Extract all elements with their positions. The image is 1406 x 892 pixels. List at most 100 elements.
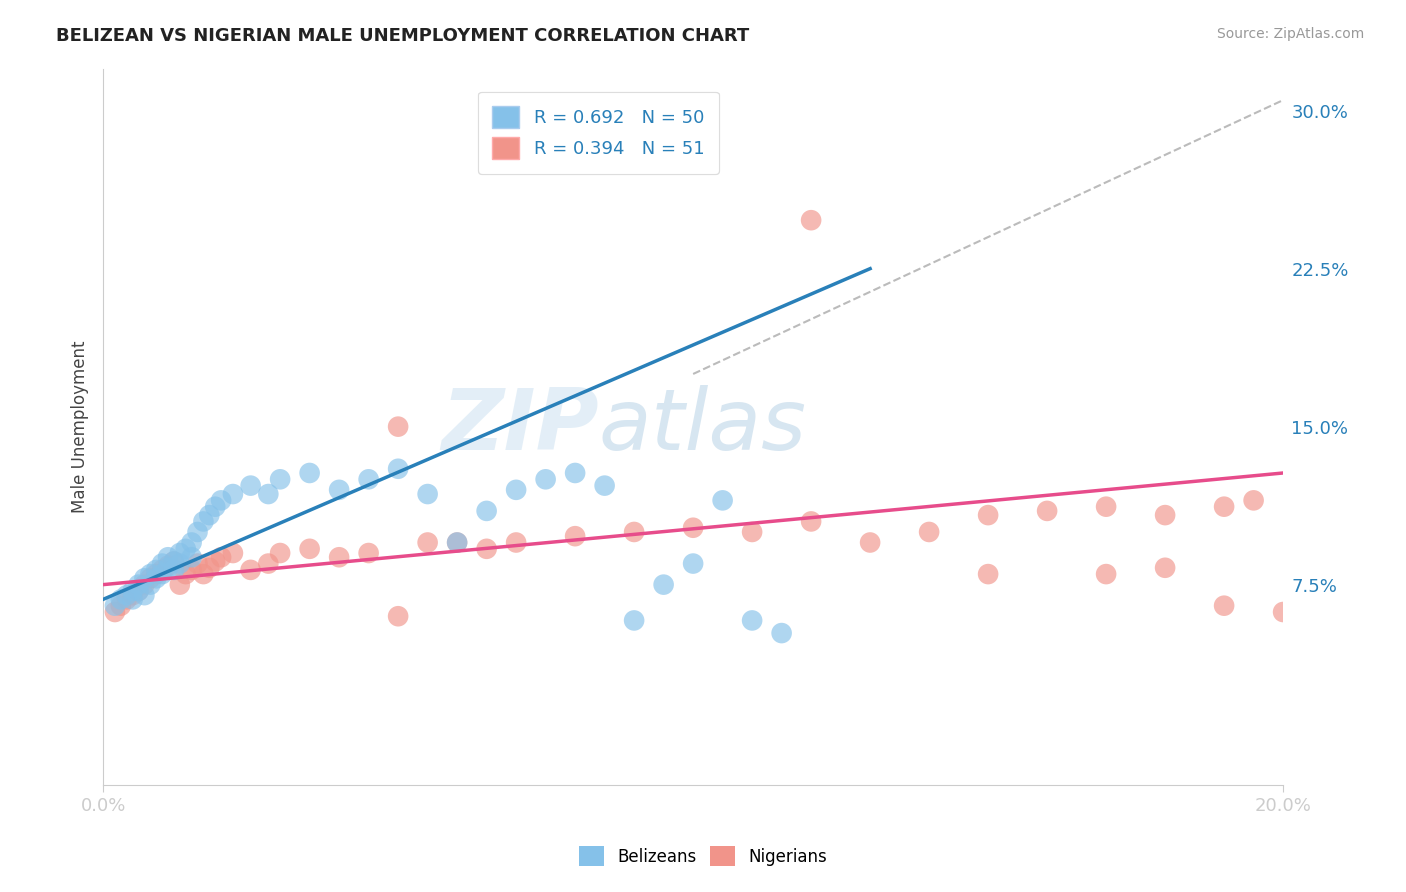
Point bbox=[741, 524, 763, 539]
Point bbox=[180, 535, 202, 549]
Point bbox=[157, 561, 180, 575]
Point bbox=[121, 588, 143, 602]
Point bbox=[121, 583, 143, 598]
Point bbox=[121, 592, 143, 607]
Point bbox=[446, 535, 468, 549]
Point bbox=[1095, 567, 1118, 582]
Point bbox=[169, 577, 191, 591]
Point bbox=[1213, 500, 1236, 514]
Point bbox=[104, 605, 127, 619]
Point bbox=[257, 557, 280, 571]
Point bbox=[104, 599, 127, 613]
Point bbox=[163, 554, 186, 568]
Point bbox=[1154, 508, 1177, 522]
Point bbox=[169, 557, 191, 571]
Point bbox=[682, 557, 704, 571]
Point bbox=[1154, 561, 1177, 575]
Point bbox=[193, 515, 215, 529]
Point bbox=[475, 504, 498, 518]
Point bbox=[134, 571, 156, 585]
Point bbox=[298, 466, 321, 480]
Point bbox=[134, 577, 156, 591]
Point bbox=[193, 567, 215, 582]
Point bbox=[169, 546, 191, 560]
Point bbox=[328, 550, 350, 565]
Point bbox=[1095, 500, 1118, 514]
Legend: Belizeans, Nigerians: Belizeans, Nigerians bbox=[571, 838, 835, 875]
Point bbox=[115, 592, 138, 607]
Point bbox=[204, 500, 226, 514]
Point bbox=[174, 567, 197, 582]
Point bbox=[174, 541, 197, 556]
Point bbox=[770, 626, 793, 640]
Point bbox=[387, 462, 409, 476]
Point bbox=[145, 563, 167, 577]
Point bbox=[1243, 493, 1265, 508]
Point bbox=[157, 550, 180, 565]
Point bbox=[534, 472, 557, 486]
Point bbox=[623, 614, 645, 628]
Point bbox=[269, 472, 291, 486]
Point bbox=[298, 541, 321, 556]
Point bbox=[198, 508, 221, 522]
Point bbox=[800, 515, 823, 529]
Point bbox=[209, 550, 232, 565]
Point bbox=[128, 583, 150, 598]
Point bbox=[150, 563, 173, 577]
Point bbox=[128, 583, 150, 598]
Point bbox=[711, 493, 734, 508]
Point bbox=[357, 472, 380, 486]
Point bbox=[682, 521, 704, 535]
Point bbox=[115, 588, 138, 602]
Point bbox=[209, 493, 232, 508]
Point bbox=[505, 483, 527, 497]
Point bbox=[859, 535, 882, 549]
Point bbox=[564, 529, 586, 543]
Point bbox=[186, 524, 208, 539]
Point bbox=[128, 577, 150, 591]
Point bbox=[157, 558, 180, 573]
Point bbox=[186, 557, 208, 571]
Point bbox=[387, 609, 409, 624]
Point bbox=[239, 478, 262, 492]
Point bbox=[163, 563, 186, 577]
Point bbox=[239, 563, 262, 577]
Point bbox=[593, 478, 616, 492]
Point bbox=[564, 466, 586, 480]
Point bbox=[145, 571, 167, 585]
Point bbox=[134, 588, 156, 602]
Text: atlas: atlas bbox=[599, 385, 807, 468]
Y-axis label: Male Unemployment: Male Unemployment bbox=[72, 341, 89, 513]
Point bbox=[269, 546, 291, 560]
Text: BELIZEAN VS NIGERIAN MALE UNEMPLOYMENT CORRELATION CHART: BELIZEAN VS NIGERIAN MALE UNEMPLOYMENT C… bbox=[56, 27, 749, 45]
Point bbox=[1036, 504, 1059, 518]
Point bbox=[198, 561, 221, 575]
Point bbox=[475, 541, 498, 556]
Point bbox=[139, 567, 162, 582]
Point bbox=[977, 508, 1000, 522]
Point bbox=[387, 419, 409, 434]
Point bbox=[180, 550, 202, 565]
Point bbox=[416, 535, 439, 549]
Point bbox=[623, 524, 645, 539]
Point bbox=[204, 554, 226, 568]
Point bbox=[150, 557, 173, 571]
Point bbox=[741, 614, 763, 628]
Point bbox=[110, 599, 132, 613]
Point bbox=[416, 487, 439, 501]
Point bbox=[800, 213, 823, 227]
Point bbox=[139, 571, 162, 585]
Point bbox=[505, 535, 527, 549]
Point bbox=[110, 592, 132, 607]
Point bbox=[257, 487, 280, 501]
Point bbox=[150, 567, 173, 582]
Point bbox=[1213, 599, 1236, 613]
Text: Source: ZipAtlas.com: Source: ZipAtlas.com bbox=[1216, 27, 1364, 41]
Point bbox=[145, 567, 167, 582]
Point bbox=[163, 554, 186, 568]
Point bbox=[180, 563, 202, 577]
Point bbox=[357, 546, 380, 560]
Point bbox=[139, 577, 162, 591]
Point bbox=[328, 483, 350, 497]
Point bbox=[1272, 605, 1295, 619]
